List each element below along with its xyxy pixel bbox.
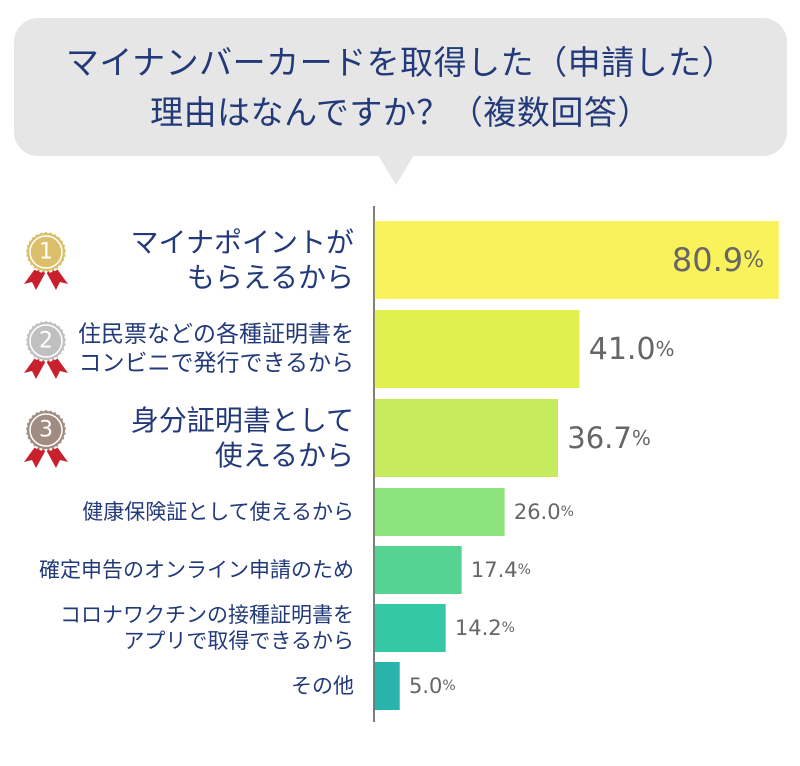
category-label-2: 住民票などの各種証明書をコンビニで発行できるから: [78, 322, 354, 377]
value-label-4: 26.0%: [514, 500, 574, 524]
bar-3: [374, 399, 559, 477]
value-label-2: 41.0%: [589, 332, 675, 367]
rank-2-medal-face: [29, 324, 63, 358]
bar-7: [374, 662, 400, 710]
rank-3-medal-face: [29, 413, 63, 447]
rank-3-number: 3: [39, 418, 53, 443]
category-label-5: 確定申告のオンライン申請のため: [39, 558, 354, 582]
category-label-7: その他: [291, 674, 354, 698]
chart-title-line-2: 理由はなんですか？（複数回答）: [150, 93, 651, 132]
chart-title: マイナンバーカードを取得した（申請した） 理由はなんですか？（複数回答）: [14, 38, 787, 138]
title-bubble-tail: [378, 155, 414, 185]
bar-5: [374, 546, 462, 594]
bar-1: [374, 221, 779, 299]
value-label-1: 80.9%: [672, 241, 764, 279]
rank-2-medal-icon: 2: [24, 320, 68, 379]
value-label-5: 17.4%: [471, 558, 531, 582]
rank-1-medal-icon: 1: [24, 231, 68, 290]
category-label-4: 健康保険証として使えるから: [82, 500, 354, 524]
rank-3-medal-icon: 3: [24, 409, 68, 468]
title-bubble: [14, 18, 787, 156]
value-label-7: 5.0%: [409, 674, 456, 698]
rank-2-number: 2: [39, 329, 53, 354]
bar-4: [374, 488, 505, 536]
rank-1-number: 1: [39, 240, 53, 265]
category-label-1: マイナポイントがもらえるから: [131, 226, 354, 294]
category-label-3: 身分証明書として使えるから: [131, 404, 354, 472]
rank-1-medal-face: [29, 235, 63, 269]
bar-2: [374, 310, 580, 388]
value-label-3: 36.7%: [567, 421, 651, 455]
chart-title-line-1: マイナンバーカードを取得した（申請した）: [65, 43, 736, 82]
category-label-6: コロナワクチンの接種証明書をアプリで取得できるから: [60, 603, 354, 653]
bar-6: [374, 604, 446, 652]
value-label-6: 14.2%: [455, 616, 515, 640]
